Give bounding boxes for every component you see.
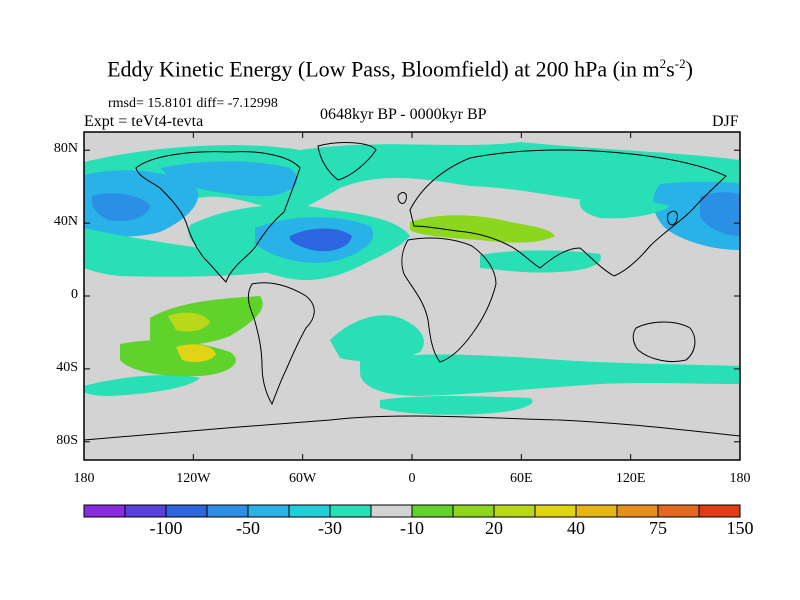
colorbar-label: -100 [149, 518, 183, 538]
colorbar-swatch [534, 504, 577, 518]
colorbar-swatch [575, 504, 618, 518]
negative-field-antarctic [380, 396, 533, 415]
coastline-africa [401, 237, 497, 363]
coastline-greenland [317, 142, 377, 181]
coastlines [84, 142, 740, 441]
colorbar-label: 75 [649, 518, 667, 538]
map-title: Eddy Kinetic Energy (Low Pass, Bloomfiel… [107, 56, 693, 82]
colorbar-swatch [370, 504, 413, 518]
coastline-eurasia [409, 149, 727, 277]
colorbar-label: 150 [726, 518, 754, 538]
season-label: DJF [712, 113, 739, 130]
coastline-south-america [247, 282, 315, 406]
negative-field-pacific-tail [84, 228, 270, 277]
y-tick-label: 80S [56, 432, 78, 448]
negative-field-subtropical [480, 250, 601, 273]
colorbar-swatch [83, 504, 126, 518]
positive-field-mediterranean [410, 215, 555, 243]
colorbar-swatch [124, 504, 167, 518]
experiment-label: Expt = teVt4-tevta [84, 113, 204, 130]
period-label: 0648kyr BP - 0000kyr BP [320, 106, 487, 123]
colorbar-swatch [288, 504, 331, 518]
tick-marks [83, 132, 741, 460]
x-tick-label: 120W [176, 471, 211, 486]
y-tick-label: 80N [53, 141, 78, 157]
negative-field-south-pacific [84, 375, 200, 396]
colorbar-swatch [698, 504, 741, 518]
coastline-australia [632, 321, 696, 363]
coastline-north-america [135, 151, 301, 283]
colorbar-label: -50 [236, 518, 260, 538]
coastline-uk [397, 192, 407, 204]
colorbar-label: 40 [567, 518, 585, 538]
x-tick-label: 180 [73, 471, 95, 486]
colorbar [83, 504, 741, 518]
anomaly-fields [84, 142, 740, 415]
x-tick-label: 120E [615, 471, 646, 486]
y-tick-label: 0 [71, 287, 78, 302]
negative-field-atlantic-core [289, 228, 352, 252]
coastline-antarctica [84, 415, 740, 441]
negative-field-west-pacific-core [700, 192, 740, 236]
colorbar-swatch [329, 504, 372, 518]
colorbar-swatch [165, 504, 208, 518]
colorbar-label: -10 [400, 518, 424, 538]
colorbar-swatch [657, 504, 700, 518]
colorbar-swatch [411, 504, 454, 518]
positive-field-core-1 [168, 312, 210, 332]
negative-field-north-america [160, 161, 298, 197]
colorbar-label: 20 [485, 518, 503, 538]
coastline-japan [667, 210, 678, 226]
colorbar-swatch [206, 504, 249, 518]
x-tick-label: 60W [289, 471, 317, 486]
colorbar-swatch [452, 504, 495, 518]
colorbar-label: -30 [318, 518, 342, 538]
negative-field-south-indian [360, 354, 740, 396]
y-tick-label: 40N [53, 214, 78, 230]
positive-field-core-2 [176, 344, 216, 362]
negative-field-south-atlantic [330, 315, 424, 362]
x-tick-label: 0 [408, 471, 416, 486]
x-tick-label: 60E [510, 471, 533, 486]
stats-text: rmsd= 15.8101 diff= -7.12998 [108, 96, 278, 111]
y-tick-label: 40S [56, 359, 78, 375]
negative-field-asia [579, 198, 670, 219]
x-tick-label: 180 [729, 471, 751, 486]
colorbar-swatch [493, 504, 536, 518]
colorbar-swatch [247, 504, 290, 518]
negative-field-pacific-core [91, 193, 150, 222]
colorbar-swatch [616, 504, 659, 518]
